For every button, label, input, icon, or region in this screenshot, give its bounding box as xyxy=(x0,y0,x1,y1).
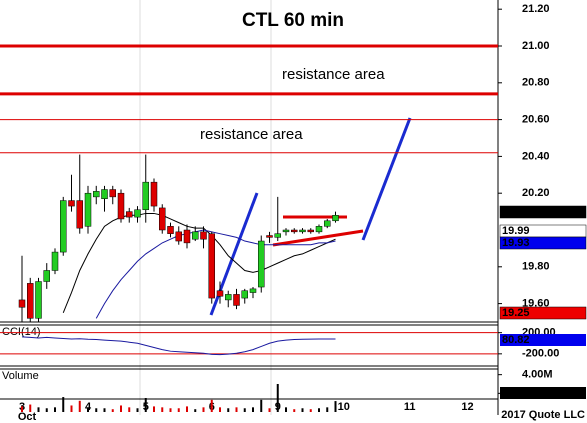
chart-title: CTL 60 min xyxy=(242,10,344,31)
price-tag-label: 19.25 xyxy=(502,307,530,319)
price-tag xyxy=(499,205,587,219)
cci-label: CCI(14) xyxy=(2,326,41,338)
price-tag-label: 20.10 xyxy=(502,206,530,218)
candle-body xyxy=(84,192,92,227)
candle-body xyxy=(241,290,248,299)
y-tick-label: 4.00M xyxy=(522,369,553,381)
price-tag xyxy=(500,387,586,399)
candle-body xyxy=(60,200,67,253)
moving-average xyxy=(95,229,336,319)
candle-body xyxy=(332,215,339,222)
y-tick-label: 20.40 xyxy=(522,150,550,162)
candle-body xyxy=(208,233,215,299)
y-tick-label: 19.60 xyxy=(522,298,550,310)
price-tag-label: 1.17M xyxy=(502,387,533,399)
candle-body xyxy=(315,226,323,233)
candle-body xyxy=(142,181,149,211)
trend-line xyxy=(361,117,412,241)
y-tick-label: -200.00 xyxy=(522,348,559,360)
y-tick-label: 21.20 xyxy=(522,3,550,15)
y-tick-label: 20.60 xyxy=(522,114,550,126)
y-tick-label: 21.00 xyxy=(522,40,550,52)
candle-body xyxy=(76,200,83,229)
candle-body xyxy=(167,226,174,234)
candle-body xyxy=(150,181,158,207)
candle-body xyxy=(134,209,141,218)
candle-body xyxy=(51,251,59,271)
price-tag xyxy=(499,306,587,320)
candle-body xyxy=(266,235,273,238)
candle-body xyxy=(27,283,34,319)
annotation: resistance area xyxy=(282,66,385,83)
candle-body xyxy=(126,211,133,218)
candle-body xyxy=(258,240,265,288)
cci-line xyxy=(21,336,336,356)
candle-body xyxy=(291,229,298,233)
candle-body xyxy=(18,299,26,308)
y-tick-label: 19.80 xyxy=(522,261,550,273)
candle-body xyxy=(183,229,191,244)
y-tick-label: 20.80 xyxy=(522,77,550,89)
candle-body xyxy=(274,233,281,238)
candle-body xyxy=(101,189,108,199)
candle-body xyxy=(68,200,75,207)
price-tag xyxy=(499,236,587,250)
candle-body xyxy=(299,229,306,233)
candle-body xyxy=(117,192,125,220)
price-tag-label: 19.93 xyxy=(502,237,530,249)
candle-body xyxy=(109,189,116,198)
annotation: resistance area xyxy=(200,126,303,143)
price-tag-label: 80.82 xyxy=(502,334,530,346)
candle-body xyxy=(324,220,331,227)
month-label: Oct xyxy=(18,411,37,423)
candle-body xyxy=(159,207,166,231)
x-tick-label: 11 xyxy=(404,401,416,413)
flag-line xyxy=(272,229,364,247)
candle-body xyxy=(282,229,290,233)
x-tick-label: 12 xyxy=(461,401,473,413)
volume-label: Volume xyxy=(2,370,39,382)
candle-body xyxy=(233,294,240,306)
candle-body xyxy=(200,231,207,240)
candle-body xyxy=(93,191,100,198)
candle-body xyxy=(43,270,50,282)
price-tag-label: 19.99 xyxy=(502,225,530,237)
candle-body xyxy=(307,229,314,233)
candle-body xyxy=(35,281,42,319)
x-tick-label: 4 xyxy=(85,401,92,413)
x-tick-label: 10 xyxy=(338,401,350,413)
candle-body xyxy=(216,290,224,297)
y-tick-label: 20.20 xyxy=(522,187,550,199)
price-tag xyxy=(500,334,586,346)
footer: 2017 Quote LLC xyxy=(501,409,585,421)
candle-body xyxy=(249,288,257,293)
candle-body xyxy=(225,294,232,301)
moving-average xyxy=(62,212,336,313)
candle-body xyxy=(175,231,182,242)
candle-body xyxy=(192,231,199,240)
